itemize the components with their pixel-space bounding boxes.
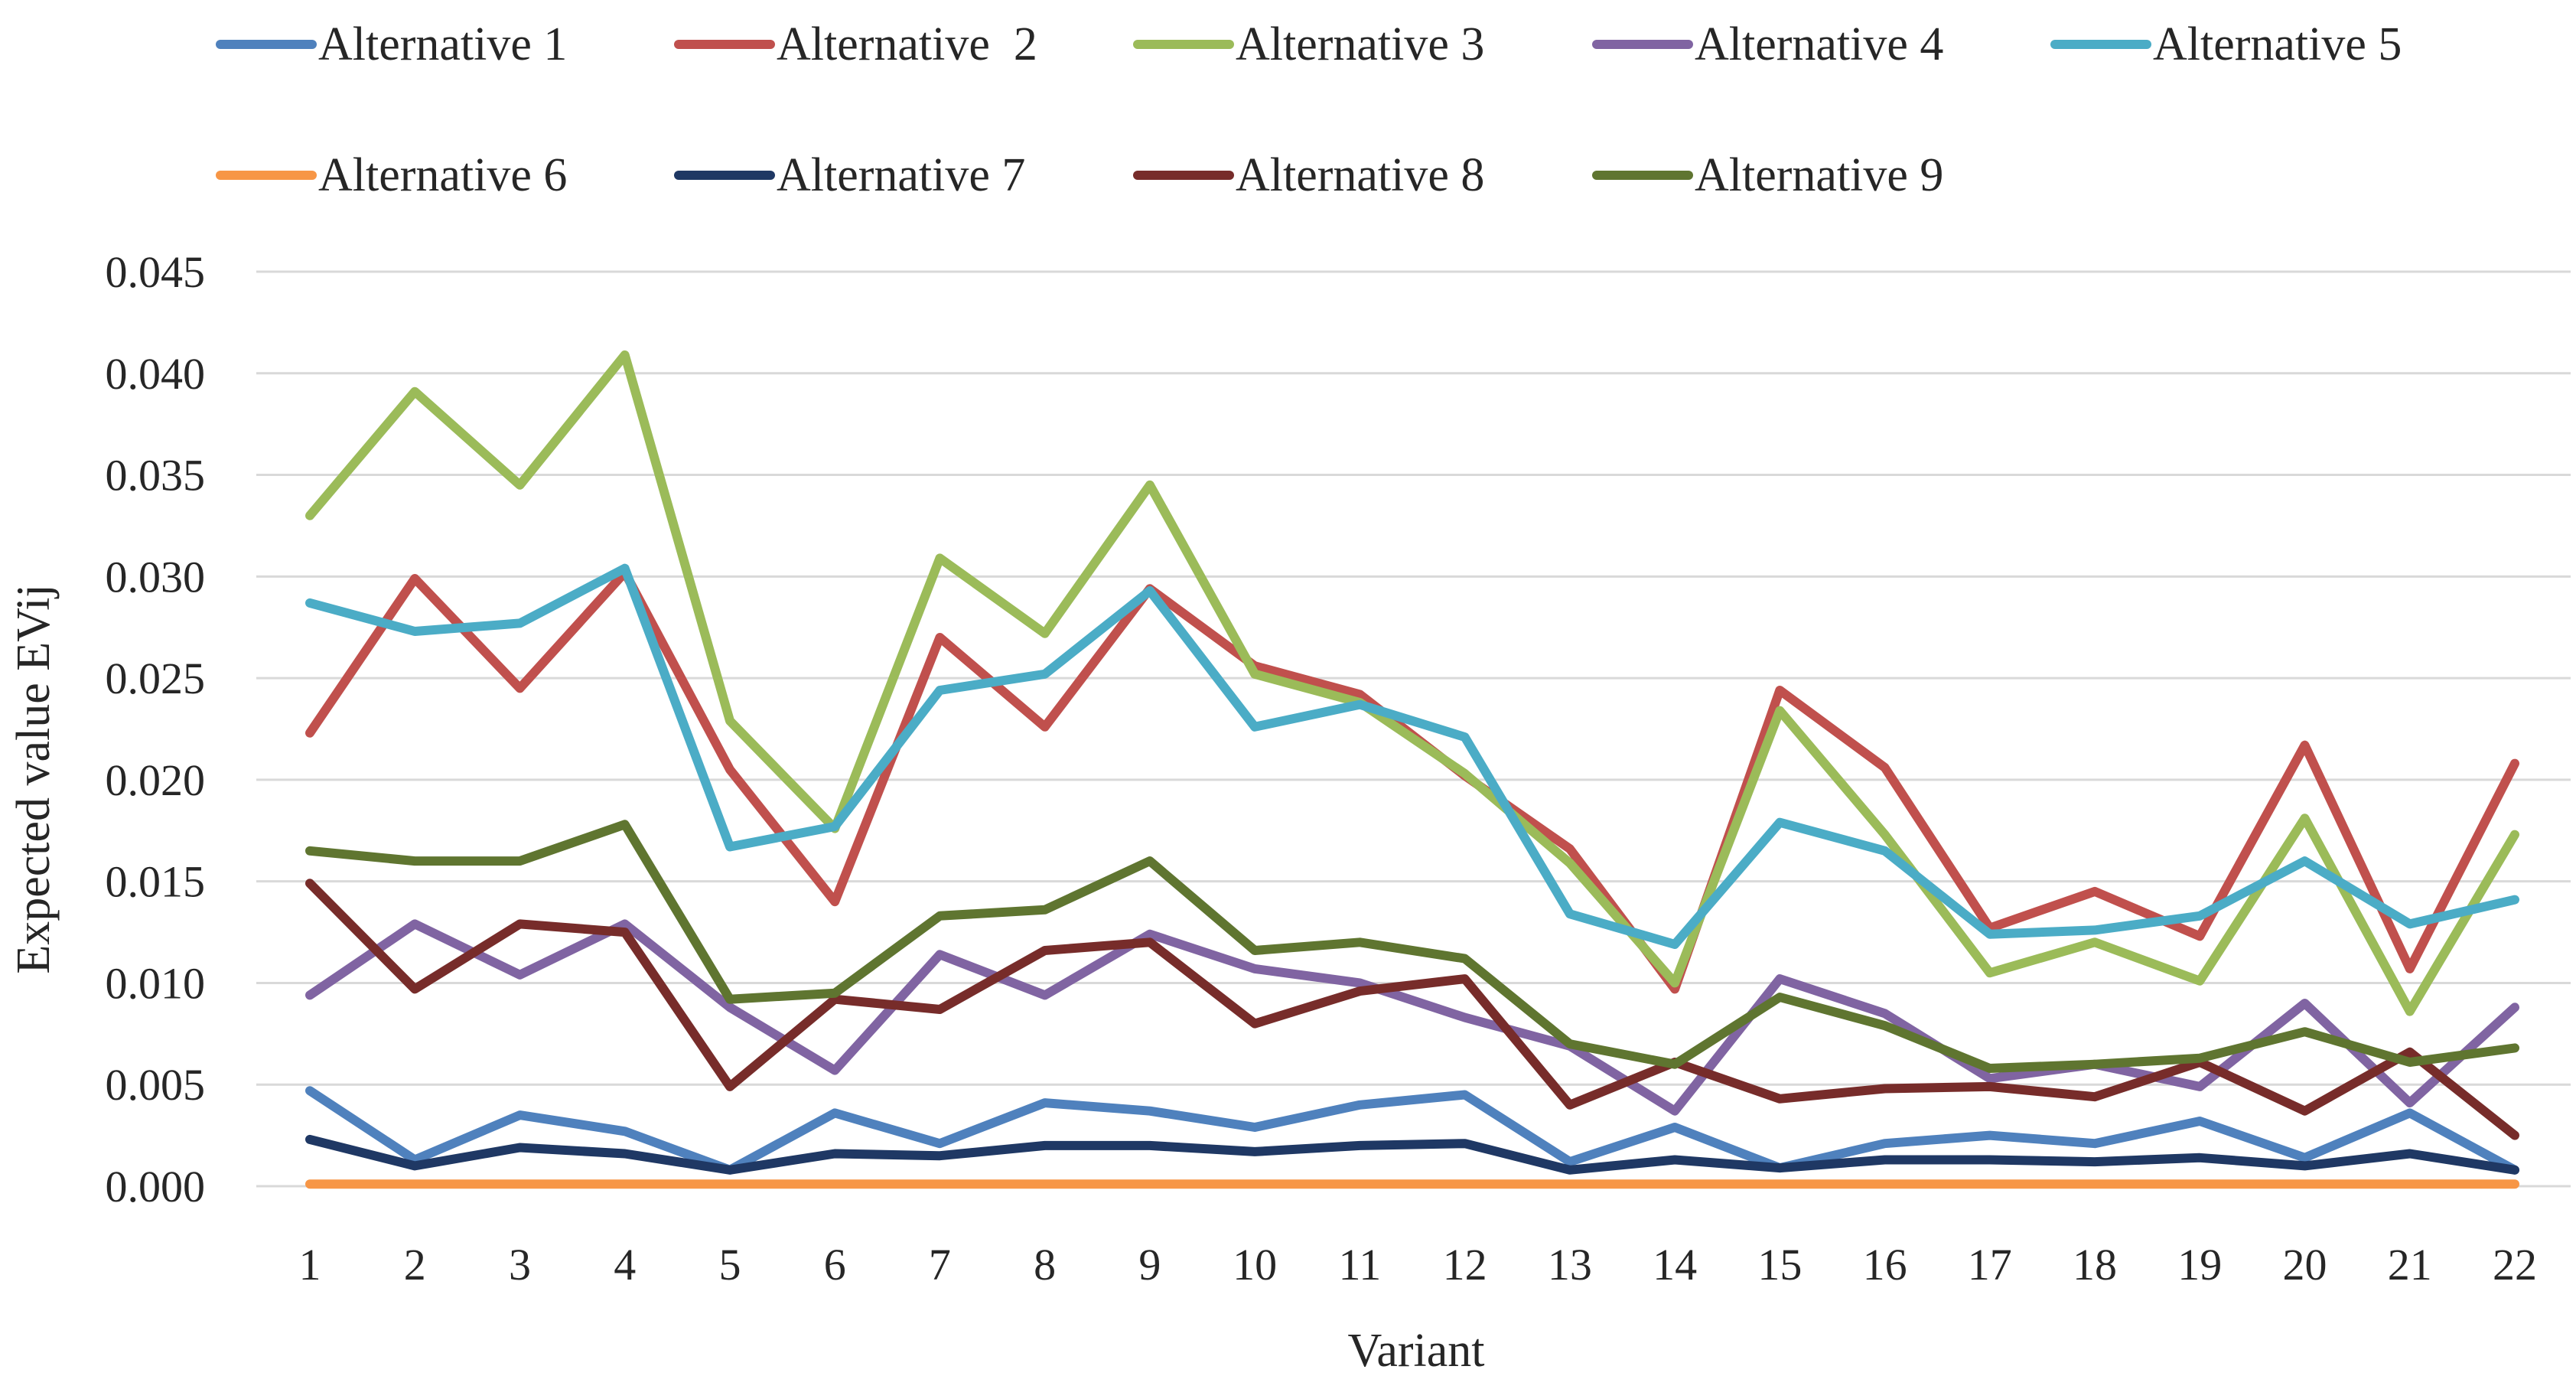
legend-label: Alternative 6 <box>318 149 567 201</box>
y-tick-label: 0.020 <box>106 755 206 805</box>
legend-item: Alternative 6 <box>216 149 567 201</box>
x-tick-label: 22 <box>2493 1240 2537 1290</box>
series-line-alternative-7 <box>305 1134 2519 1175</box>
y-tick-label: 0.035 <box>106 451 206 500</box>
x-tick-label: 8 <box>1034 1240 1056 1290</box>
x-tick-label: 16 <box>1863 1240 1907 1290</box>
x-tick-label: 20 <box>2283 1240 2327 1290</box>
legend-item: Alternative 2 <box>674 18 1037 70</box>
y-axis-title: Expected value EVij <box>8 584 60 973</box>
legend-label: Alternative 5 <box>2153 18 2402 70</box>
x-tick-label: 19 <box>2177 1240 2222 1290</box>
legend-label: Alternative 8 <box>1236 149 1484 201</box>
series-line-alternative-8 <box>305 879 2519 1140</box>
legend: Alternative 1 Alternative 2 Alternative 3 A… <box>216 18 2402 201</box>
legend-item: Alternative 8 <box>1133 149 1484 201</box>
x-tick-label: 12 <box>1443 1240 1487 1290</box>
y-axis-ticks: 0.000 0.005 0.010 0.015 0.020 0.025 0.030 0.035… <box>106 247 206 1211</box>
y-tick-label: 0.040 <box>106 349 206 399</box>
legend-label: Alternative 2 <box>777 18 1037 70</box>
x-tick-label: 9 <box>1138 1240 1161 1290</box>
legend-label: Alternative 4 <box>1695 18 1943 70</box>
legend-label: Alternative 7 <box>777 149 1025 201</box>
x-tick-label: 4 <box>614 1240 636 1290</box>
y-tick-label: 0.015 <box>106 857 206 907</box>
y-tick-label: 0.010 <box>106 958 206 1008</box>
x-tick-label: 14 <box>1653 1240 1697 1290</box>
legend-label: Alternative 3 <box>1236 18 1484 70</box>
y-tick-label: 0.000 <box>106 1162 206 1211</box>
y-tick-label: 0.005 <box>106 1060 206 1110</box>
legend-item: Alternative 1 <box>216 18 567 70</box>
series-line-alternative-3 <box>305 350 2519 1016</box>
y-tick-label: 0.030 <box>106 552 206 602</box>
legend-item: Alternative 3 <box>1133 18 1484 70</box>
x-tick-label: 11 <box>1338 1240 1381 1290</box>
x-tick-label: 21 <box>2388 1240 2432 1290</box>
x-tick-label: 18 <box>2073 1240 2117 1290</box>
y-tick-label: 0.025 <box>106 654 206 703</box>
x-tick-label: 1 <box>299 1240 321 1290</box>
legend-label: Alternative 9 <box>1695 149 1943 201</box>
x-axis-title: Variant <box>1347 1325 1484 1377</box>
legend-item: Alternative 4 <box>1592 18 1943 70</box>
legend-item: Alternative 7 <box>674 149 1025 201</box>
x-tick-label: 13 <box>1548 1240 1592 1290</box>
x-tick-label: 2 <box>404 1240 426 1290</box>
series-line-alternative-5 <box>305 563 2519 949</box>
x-tick-label: 10 <box>1233 1240 1277 1290</box>
x-axis-ticks: 1 2 3 4 5 6 7 8 9 10 11 12 13 14 15 16 17 18 19 20 21 22 <box>299 1240 2538 1290</box>
x-tick-label: 3 <box>509 1240 531 1290</box>
x-tick-label: 15 <box>1757 1240 1802 1290</box>
legend-item: Alternative 9 <box>1592 149 1943 201</box>
x-tick-label: 6 <box>824 1240 846 1290</box>
gridlines <box>256 270 2571 1188</box>
legend-item: Alternative 5 <box>2050 18 2402 70</box>
y-tick-label: 0.045 <box>106 247 206 297</box>
series-line-alternative-9 <box>305 820 2519 1073</box>
x-tick-label: 17 <box>1968 1240 2012 1290</box>
x-tick-label: 7 <box>929 1240 951 1290</box>
series-line-alternative-1 <box>305 1086 2519 1175</box>
x-tick-label: 5 <box>718 1240 741 1290</box>
legend-label: Alternative 1 <box>318 18 567 70</box>
series-lines <box>305 350 2519 1189</box>
